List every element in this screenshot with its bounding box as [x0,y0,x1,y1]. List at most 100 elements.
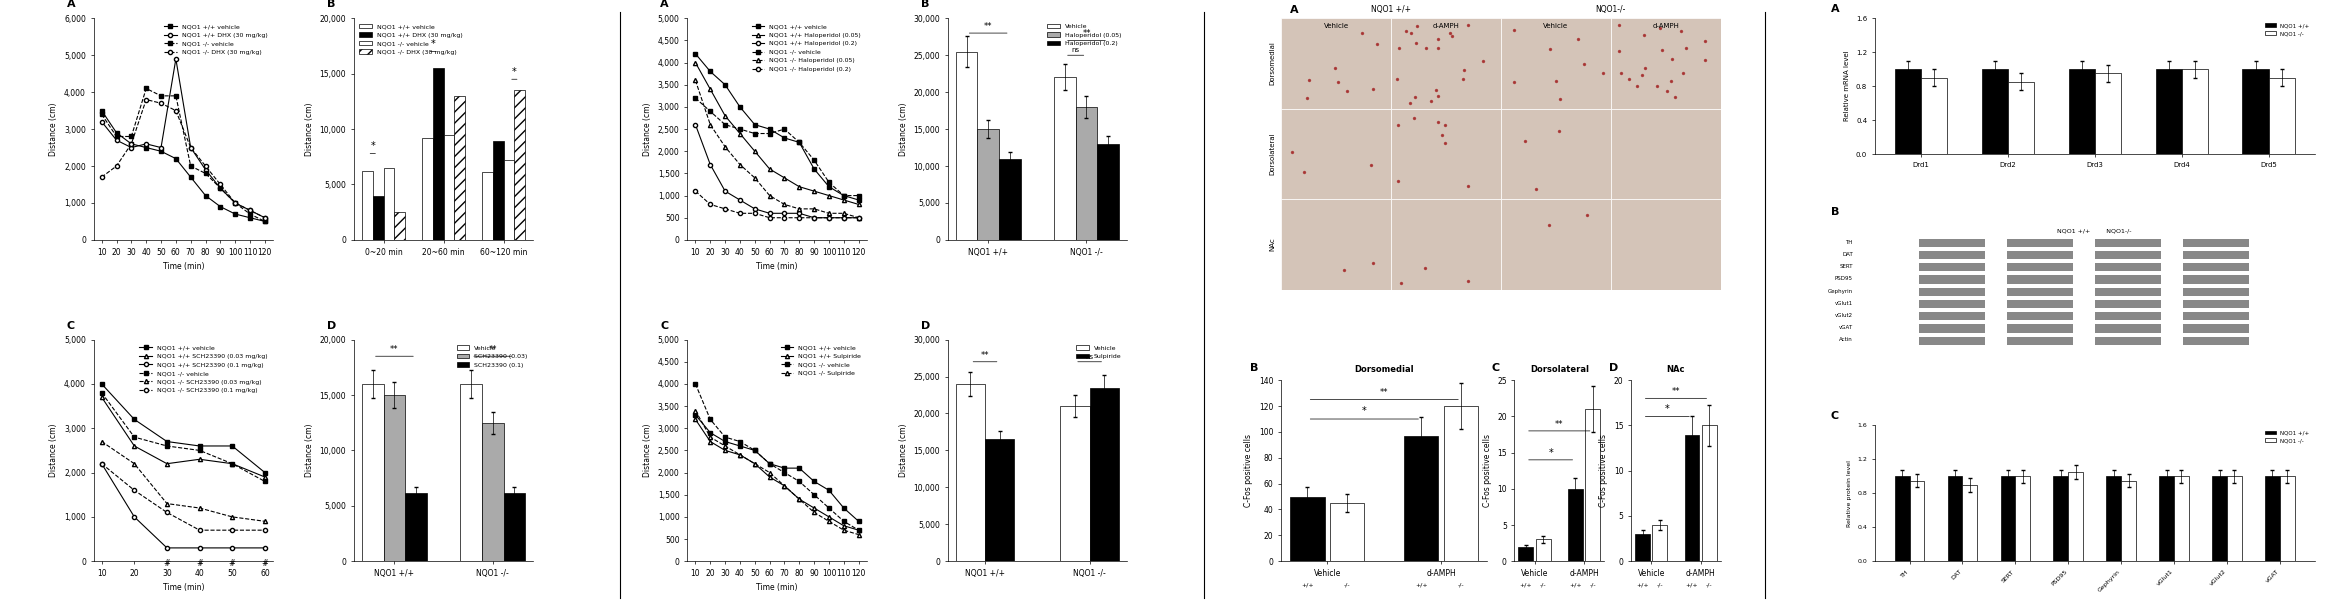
Y-axis label: C-Fos positive cells: C-Fos positive cells [1244,434,1253,508]
Text: #: # [164,559,171,568]
Text: **: ** [984,22,991,31]
Bar [1948,476,1962,561]
Bar [383,395,404,561]
Y-axis label: Distance (cm): Distance (cm) [49,424,58,477]
Bar [1686,434,1700,561]
Text: -/-: -/- [1707,583,1714,588]
Bar [1517,547,1534,561]
Bar [503,160,514,240]
Text: +/+: +/+ [1302,583,1314,588]
Bar [1585,409,1599,561]
Point [1639,81,1676,91]
Point [1358,39,1396,49]
Text: **: ** [1555,420,1564,429]
Text: -/-: -/- [1658,583,1662,588]
Bar [2107,476,2121,561]
Point [1496,77,1534,87]
Point [1667,43,1704,52]
Y-axis label: Distance (cm): Distance (cm) [898,102,907,156]
Bar [1919,325,1985,332]
Point [1665,68,1702,78]
Text: Dorsomedial: Dorsomedial [1270,41,1277,85]
Bar [998,159,1022,240]
Text: A: A [65,0,75,9]
Text: *: * [1363,406,1368,417]
Legend: Vehicle, Sulpiride: Vehicle, Sulpiride [1073,343,1125,362]
Text: D: D [921,320,931,331]
Bar [395,212,404,240]
Point [1625,30,1662,40]
Bar [2053,476,2069,561]
Bar [383,168,395,240]
Bar [2212,476,2226,561]
Bar [2156,69,2181,154]
Text: TH: TH [1845,240,1852,245]
Bar [2095,312,2160,320]
Bar [2174,476,2188,561]
Bar [2184,325,2249,332]
Bar [2268,77,2294,154]
Bar [1536,539,1550,561]
Text: Dorsolateral: Dorsolateral [1270,133,1277,175]
Y-axis label: Relative mRNA level: Relative mRNA level [1845,51,1849,121]
Text: PSD95: PSD95 [1835,276,1852,281]
Y-axis label: C-Fos positive cells: C-Fos positive cells [1599,434,1609,508]
Bar [1919,300,1985,308]
Point [1506,137,1543,146]
Y-axis label: Distance (cm): Distance (cm) [304,102,313,156]
Legend: NQO1 +/+ vehicle, NQO1 +/+ DHX (30 mg/kg), NQO1 -/- vehicle, NQO1 -/- DHX (30 mg: NQO1 +/+ vehicle, NQO1 +/+ DHX (30 mg/kg… [161,21,269,57]
Point [1417,85,1454,95]
Point [1653,54,1690,63]
Bar [493,142,503,240]
Bar [362,384,383,561]
Point [1564,59,1602,68]
Bar [956,51,977,240]
Point [1464,56,1501,66]
Text: -/-: -/- [1344,583,1351,588]
Bar [956,384,984,561]
Bar [2095,288,2160,296]
Point [1450,181,1487,191]
Bar [404,492,428,561]
Text: NQO1-/-: NQO1-/- [1597,5,1627,14]
Bar [1919,264,1985,271]
Legend: NQO1 +/+ vehicle, NQO1 +/+ Haloperidol (0.05), NQO1 +/+ Haloperidol (0.2), NQO1 : NQO1 +/+ vehicle, NQO1 +/+ Haloperidol (… [750,21,863,74]
Point [1377,74,1414,84]
Bar [1330,503,1365,561]
Text: D: D [327,320,337,331]
Point [1623,70,1660,80]
Point [1354,257,1391,267]
Point [1517,184,1555,194]
Text: vGlut1: vGlut1 [1835,301,1852,306]
Point [1426,138,1464,148]
Bar [2184,251,2249,259]
Text: ns: ns [1071,47,1080,53]
Y-axis label: Distance (cm): Distance (cm) [643,424,652,477]
Bar [2006,300,2074,308]
Bar [482,423,503,561]
Bar [362,171,372,240]
Point [1396,113,1433,123]
Bar [1962,485,1978,561]
Bar [2069,69,2095,154]
Point [1431,28,1468,38]
Point [1618,81,1655,91]
Point [1426,120,1464,130]
Legend: Vehicle, Haloperidol (0.05), Haloperidol (0.2): Vehicle, Haloperidol (0.05), Haloperidol… [1045,21,1125,49]
Text: C: C [1831,411,1840,421]
Text: vGAT: vGAT [1838,325,1852,330]
Point [1531,44,1569,54]
Bar [1634,534,1651,561]
Bar [2008,82,2034,154]
Y-axis label: C-Fos positive cells: C-Fos positive cells [1482,434,1492,508]
Text: NQO1 +/+: NQO1 +/+ [1370,5,1412,14]
Text: -/-: -/- [1590,583,1597,588]
Bar [1501,199,1611,290]
Text: +/+: +/+ [1569,583,1583,588]
Point [1655,92,1693,102]
Point [1686,55,1723,65]
X-axis label: Time (min): Time (min) [755,583,797,592]
Bar [1445,406,1478,561]
Text: B: B [1251,363,1258,373]
Point [1644,45,1681,54]
